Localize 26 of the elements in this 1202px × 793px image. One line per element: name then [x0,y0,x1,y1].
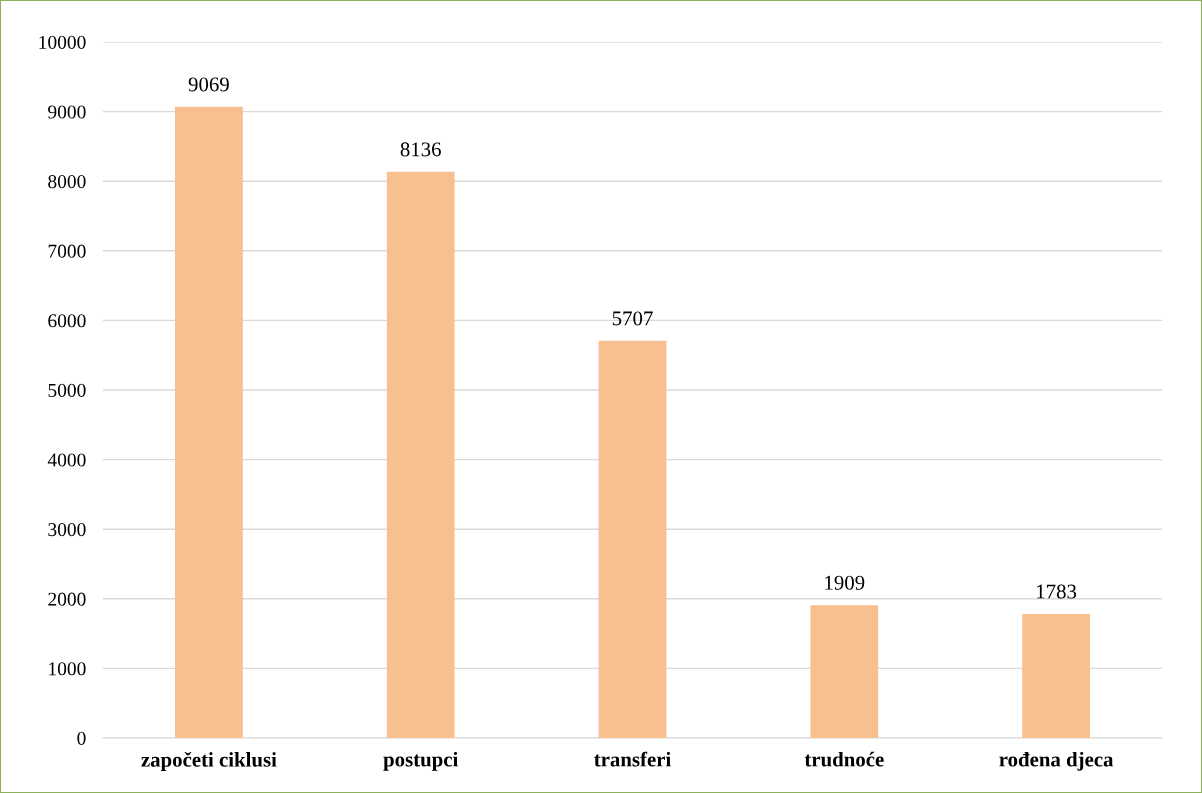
data-label: 5707 [612,311,653,326]
y-tick-label: 2000 [48,592,86,606]
bar [1022,613,1090,738]
y-tick-label: 5000 [48,383,86,397]
y-tick-label: 10000 [39,35,86,49]
bar [175,106,243,738]
x-tick-label: postupci [383,751,459,771]
x-tick-label: rođena djeca [999,751,1114,771]
bar [386,171,455,738]
y-tick-label: 6000 [48,314,86,328]
y-tick-label: 4000 [47,453,86,467]
y-tick-label: 0 [77,731,86,745]
x-tick-label: započeti ciklusi [141,751,277,772]
y-tick-label: 3000 [48,523,86,537]
y-tick-label: 9000 [48,105,86,119]
x-tick-label: trudnoće [804,751,884,767]
data-label: 1783 [1037,584,1077,599]
x-tick-label: transferi [594,751,671,767]
bar [598,340,667,738]
y-tick-label: 7000 [48,244,86,258]
bar [810,605,879,738]
data-label: 1909 [825,575,865,590]
data-label: 9069 [188,77,229,92]
y-tick-label: 8000 [48,175,86,189]
data-label: 8136 [400,142,441,157]
y-tick-label: 1000 [49,662,86,676]
